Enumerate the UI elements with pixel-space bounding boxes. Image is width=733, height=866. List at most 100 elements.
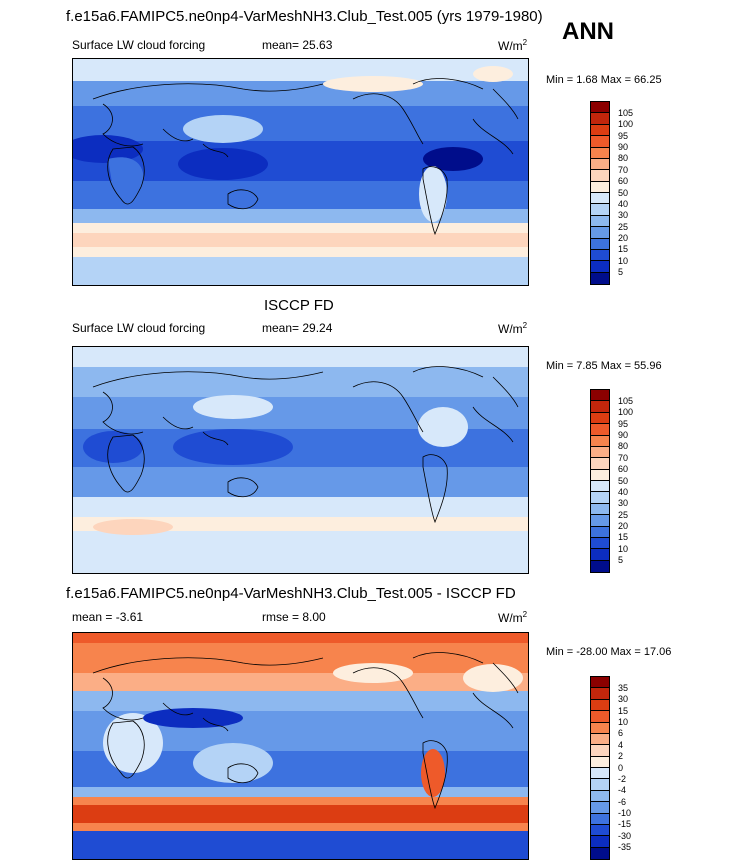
colorbar-swatch bbox=[591, 412, 609, 425]
colorbar-label: 2 bbox=[618, 751, 624, 762]
colorbar-swatch bbox=[591, 779, 609, 791]
colorbar-label: 30 bbox=[618, 210, 629, 221]
panel2-title: ISCCP FD bbox=[264, 297, 334, 314]
panel2-units: W/m2 bbox=[498, 321, 528, 336]
colorbar-swatch bbox=[591, 492, 609, 504]
colorbar-swatch bbox=[591, 193, 609, 205]
colorbar-label: -35 bbox=[618, 842, 632, 853]
colorbar-label: 5 bbox=[618, 555, 624, 566]
colorbar-swatch bbox=[591, 515, 609, 527]
colorbar-label: 40 bbox=[618, 486, 629, 497]
colorbar-label: -15 bbox=[618, 819, 632, 830]
panel3-units: W/m2 bbox=[498, 610, 528, 625]
colorbar-swatch bbox=[591, 503, 609, 516]
panel3-title: f.e15a6.FAMIPC5.ne0np4-VarMeshNH3.Club_T… bbox=[66, 585, 516, 602]
panel2-variable: Surface LW cloud forcing bbox=[72, 321, 206, 335]
colorbar-label: 25 bbox=[618, 221, 629, 232]
panel3-minmax: Min = -28.00 Max = 17.06 bbox=[546, 646, 672, 658]
colorbar-swatch bbox=[591, 745, 609, 757]
colorbar-label: 5 bbox=[618, 267, 624, 278]
colorbar-label: 10 bbox=[618, 255, 629, 266]
colorbar-label: 10 bbox=[618, 543, 629, 554]
panel1-coastlines bbox=[92, 78, 519, 236]
colorbar-swatch bbox=[591, 711, 609, 723]
colorbar-label: 70 bbox=[618, 164, 629, 175]
colorbar-swatch bbox=[591, 446, 609, 459]
colorbar-swatch bbox=[591, 238, 609, 250]
colorbar-label: 15 bbox=[618, 705, 629, 716]
colorbar-swatch bbox=[591, 526, 609, 538]
colorbar-swatch bbox=[591, 113, 609, 125]
panel1-map bbox=[72, 58, 529, 286]
colorbar-swatch bbox=[591, 124, 609, 137]
colorbar-swatch bbox=[591, 733, 609, 746]
colorbar-label: 20 bbox=[618, 521, 629, 531]
panel2-colorbar bbox=[590, 389, 610, 573]
panel1-mean: mean= 25.63 bbox=[262, 38, 333, 52]
colorbar-swatch bbox=[591, 756, 609, 768]
colorbar-swatch bbox=[591, 847, 609, 859]
colorbar-label: 90 bbox=[618, 430, 629, 440]
colorbar-label: 95 bbox=[618, 418, 629, 429]
panel3-rmse: rmse = 8.00 bbox=[262, 610, 326, 624]
colorbar-swatch bbox=[591, 227, 609, 239]
panel1-colorbar bbox=[590, 101, 610, 285]
colorbar-swatch bbox=[591, 560, 609, 572]
panel3-coastlines bbox=[92, 652, 519, 810]
colorbar-swatch bbox=[591, 215, 609, 228]
colorbar-label: -10 bbox=[618, 808, 632, 818]
colorbar-swatch bbox=[591, 204, 609, 216]
colorbar-label: 60 bbox=[618, 464, 629, 475]
panel3-map-field bbox=[73, 633, 528, 859]
colorbar-swatch bbox=[591, 469, 609, 481]
colorbar-label: 20 bbox=[618, 233, 629, 243]
colorbar-swatch bbox=[591, 158, 609, 171]
colorbar-label: 30 bbox=[618, 498, 629, 509]
colorbar-label: 100 bbox=[618, 119, 634, 130]
panel3-map bbox=[72, 632, 529, 860]
colorbar-label: 80 bbox=[618, 441, 629, 452]
colorbar-swatch bbox=[591, 272, 609, 284]
colorbar-label: 10 bbox=[618, 717, 629, 727]
colorbar-label: -6 bbox=[618, 796, 627, 807]
colorbar-label: 6 bbox=[618, 728, 624, 739]
colorbar-label: 0 bbox=[618, 762, 624, 773]
panel2-mean: mean= 29.24 bbox=[262, 321, 333, 335]
colorbar-label: 90 bbox=[618, 142, 629, 152]
colorbar-label: 70 bbox=[618, 452, 629, 463]
colorbar-label: 100 bbox=[618, 407, 634, 418]
colorbar-label: 15 bbox=[618, 532, 629, 543]
colorbar-swatch bbox=[591, 790, 609, 803]
colorbar-swatch bbox=[591, 249, 609, 262]
panel1-units: W/m2 bbox=[498, 38, 528, 53]
colorbar-label: 15 bbox=[618, 244, 629, 255]
colorbar-swatch bbox=[591, 102, 609, 114]
colorbar-label: 30 bbox=[618, 694, 629, 705]
colorbar-swatch bbox=[591, 170, 609, 182]
panel2-map-field bbox=[73, 347, 528, 573]
colorbar-label: 60 bbox=[618, 176, 629, 187]
colorbar-label: 25 bbox=[618, 509, 629, 520]
colorbar-swatch bbox=[591, 401, 609, 413]
colorbar-label: -4 bbox=[618, 785, 627, 796]
colorbar-label: 50 bbox=[618, 475, 629, 486]
colorbar-swatch bbox=[591, 802, 609, 814]
panel2-coastlines bbox=[92, 366, 519, 524]
colorbar-label: 40 bbox=[618, 198, 629, 209]
colorbar-swatch bbox=[591, 688, 609, 700]
colorbar-swatch bbox=[591, 537, 609, 550]
panel1-minmax: Min = 1.68 Max = 66.25 bbox=[546, 74, 662, 86]
colorbar-swatch bbox=[591, 549, 609, 561]
panel1-variable: Surface LW cloud forcing bbox=[72, 38, 206, 52]
panel3-mean: mean = -3.61 bbox=[72, 610, 144, 624]
colorbar-swatch bbox=[591, 458, 609, 470]
colorbar-swatch bbox=[591, 136, 609, 148]
panel1-map-field bbox=[73, 59, 528, 285]
colorbar-swatch bbox=[591, 768, 609, 780]
colorbar-label: 95 bbox=[618, 130, 629, 141]
colorbar-swatch bbox=[591, 699, 609, 712]
panel3-colorbar bbox=[590, 676, 610, 860]
colorbar-label: -30 bbox=[618, 830, 632, 841]
colorbar-swatch bbox=[591, 181, 609, 193]
panel2-map bbox=[72, 346, 529, 574]
